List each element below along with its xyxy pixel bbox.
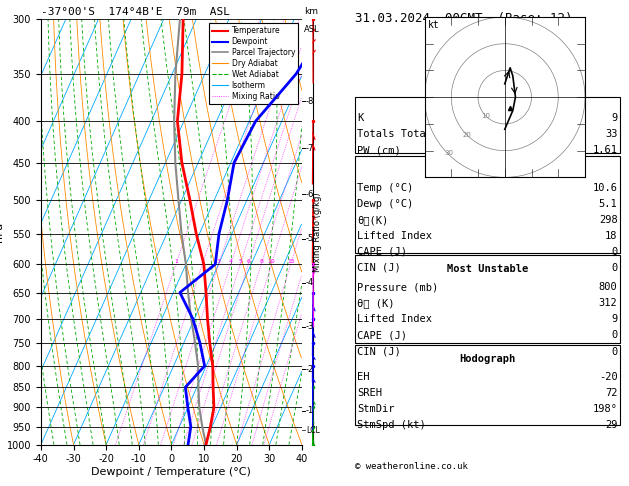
Text: Surface: Surface <box>465 164 509 174</box>
Text: StmDir: StmDir <box>357 404 395 415</box>
Text: Temp (°C): Temp (°C) <box>357 183 414 193</box>
Text: -37°00'S  174°4B'E  79m  ASL: -37°00'S 174°4B'E 79m ASL <box>41 7 230 17</box>
Text: 312: 312 <box>599 298 618 309</box>
Text: 800: 800 <box>599 282 618 293</box>
Text: 4: 4 <box>229 259 233 264</box>
Text: θᴄ(K): θᴄ(K) <box>357 215 389 225</box>
Text: Totals Totals: Totals Totals <box>357 129 438 139</box>
Text: -20: -20 <box>599 372 618 382</box>
Text: 1.61: 1.61 <box>593 145 618 156</box>
FancyBboxPatch shape <box>355 97 620 153</box>
Text: -5: -5 <box>306 234 314 243</box>
FancyBboxPatch shape <box>355 156 620 253</box>
Text: EH: EH <box>357 372 370 382</box>
Text: -2: -2 <box>306 365 314 374</box>
Y-axis label: hPa: hPa <box>0 222 4 242</box>
Text: 15: 15 <box>287 259 295 264</box>
Text: -8: -8 <box>306 97 314 105</box>
Text: Lifted Index: Lifted Index <box>357 314 432 325</box>
Text: 9: 9 <box>611 314 618 325</box>
Text: -1: -1 <box>306 406 314 415</box>
Text: 18: 18 <box>605 231 618 241</box>
Text: 3: 3 <box>217 259 221 264</box>
Text: 72: 72 <box>605 388 618 399</box>
Text: Mixing Ratio (g/kg): Mixing Ratio (g/kg) <box>313 192 323 272</box>
Text: 10: 10 <box>268 259 276 264</box>
Text: 8: 8 <box>259 259 264 264</box>
Text: 0: 0 <box>611 330 618 341</box>
Text: 30: 30 <box>444 150 453 156</box>
Text: 1: 1 <box>174 259 178 264</box>
Text: km: km <box>304 7 318 16</box>
Text: -4: -4 <box>306 278 314 287</box>
Text: Pressure (mb): Pressure (mb) <box>357 282 438 293</box>
Text: 20: 20 <box>463 132 472 138</box>
Text: 9: 9 <box>611 113 618 123</box>
Text: 29: 29 <box>605 420 618 431</box>
Text: -6: -6 <box>306 190 314 199</box>
Text: 31.03.2024  00GMT  (Base: 12): 31.03.2024 00GMT (Base: 12) <box>355 12 572 25</box>
Text: ASL: ASL <box>304 25 319 34</box>
Text: SREH: SREH <box>357 388 382 399</box>
Text: © weatheronline.co.uk: © weatheronline.co.uk <box>355 462 467 471</box>
Text: 298: 298 <box>599 215 618 225</box>
Text: CAPE (J): CAPE (J) <box>357 247 408 257</box>
Text: 10.6: 10.6 <box>593 183 618 193</box>
Legend: Temperature, Dewpoint, Parcel Trajectory, Dry Adiabat, Wet Adiabat, Isotherm, Mi: Temperature, Dewpoint, Parcel Trajectory… <box>209 23 298 104</box>
Text: CIN (J): CIN (J) <box>357 263 401 273</box>
Text: 198°: 198° <box>593 404 618 415</box>
Text: 10: 10 <box>482 113 491 119</box>
Text: -3: -3 <box>306 322 314 331</box>
Text: 6: 6 <box>247 259 250 264</box>
Text: CAPE (J): CAPE (J) <box>357 330 408 341</box>
Text: 5: 5 <box>238 259 242 264</box>
Text: 33: 33 <box>605 129 618 139</box>
FancyBboxPatch shape <box>355 345 620 425</box>
Text: 0: 0 <box>611 247 618 257</box>
Text: kt: kt <box>428 20 440 30</box>
Text: 2: 2 <box>201 259 204 264</box>
Text: K: K <box>357 113 364 123</box>
Text: Most Unstable: Most Unstable <box>447 264 528 274</box>
Text: 0: 0 <box>611 263 618 273</box>
Text: Dewp (°C): Dewp (°C) <box>357 199 414 209</box>
FancyBboxPatch shape <box>355 255 620 343</box>
Text: Hodograph: Hodograph <box>459 354 516 364</box>
Text: CIN (J): CIN (J) <box>357 347 401 357</box>
Text: StmSpd (kt): StmSpd (kt) <box>357 420 426 431</box>
Text: PW (cm): PW (cm) <box>357 145 401 156</box>
Text: LCL: LCL <box>306 426 320 435</box>
Text: θᴄ (K): θᴄ (K) <box>357 298 395 309</box>
Text: -7: -7 <box>306 144 314 153</box>
Text: 0: 0 <box>611 347 618 357</box>
Text: Lifted Index: Lifted Index <box>357 231 432 241</box>
X-axis label: Dewpoint / Temperature (°C): Dewpoint / Temperature (°C) <box>91 467 252 477</box>
Text: 5.1: 5.1 <box>599 199 618 209</box>
